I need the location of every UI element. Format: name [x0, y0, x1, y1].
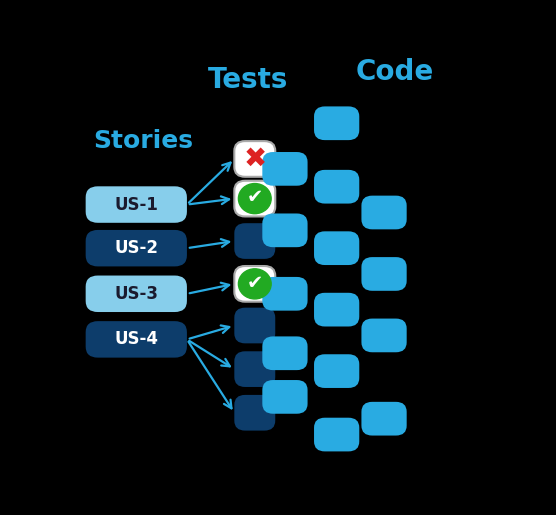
FancyBboxPatch shape	[314, 170, 359, 203]
FancyBboxPatch shape	[361, 402, 406, 436]
FancyBboxPatch shape	[314, 418, 359, 452]
FancyBboxPatch shape	[314, 354, 359, 388]
FancyBboxPatch shape	[262, 214, 307, 247]
FancyBboxPatch shape	[361, 257, 406, 291]
FancyBboxPatch shape	[262, 380, 307, 414]
Text: ✖: ✖	[243, 145, 266, 173]
Text: ✔: ✔	[247, 188, 263, 208]
FancyBboxPatch shape	[314, 107, 359, 140]
Text: US-2: US-2	[115, 239, 158, 257]
Circle shape	[239, 269, 271, 299]
Text: US-3: US-3	[115, 285, 158, 303]
FancyBboxPatch shape	[262, 152, 307, 186]
Text: US-4: US-4	[115, 331, 158, 348]
FancyBboxPatch shape	[314, 231, 359, 265]
FancyBboxPatch shape	[234, 181, 275, 216]
FancyBboxPatch shape	[234, 141, 275, 177]
Circle shape	[239, 183, 271, 214]
FancyBboxPatch shape	[234, 351, 275, 387]
Text: Stories: Stories	[93, 129, 193, 153]
Text: Code: Code	[356, 58, 434, 85]
FancyBboxPatch shape	[86, 230, 187, 266]
Text: ✔: ✔	[247, 273, 263, 293]
FancyBboxPatch shape	[361, 319, 406, 352]
FancyBboxPatch shape	[361, 196, 406, 229]
FancyBboxPatch shape	[234, 395, 275, 431]
FancyBboxPatch shape	[262, 277, 307, 311]
Text: US-1: US-1	[115, 196, 158, 214]
FancyBboxPatch shape	[234, 307, 275, 344]
FancyBboxPatch shape	[262, 336, 307, 370]
FancyBboxPatch shape	[86, 186, 187, 223]
Text: Tests: Tests	[208, 65, 289, 94]
FancyBboxPatch shape	[314, 293, 359, 327]
FancyBboxPatch shape	[86, 276, 187, 312]
FancyBboxPatch shape	[86, 321, 187, 357]
FancyBboxPatch shape	[234, 223, 275, 259]
FancyBboxPatch shape	[234, 266, 275, 302]
